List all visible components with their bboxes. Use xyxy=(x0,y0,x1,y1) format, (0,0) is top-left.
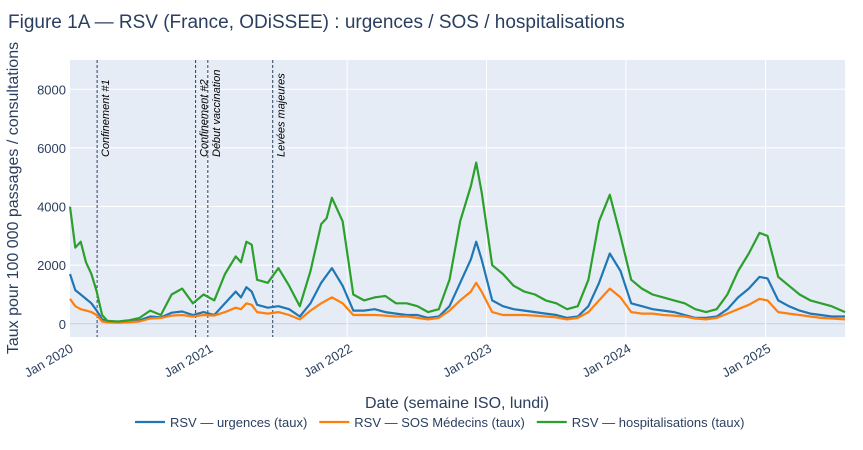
series-line xyxy=(68,240,845,324)
x-axis-title: Date (semaine ISO, lundi) xyxy=(365,395,549,412)
y-tick-label: 2000 xyxy=(37,258,66,273)
x-tick-label: Jan 2025 xyxy=(719,341,773,381)
y-axis-title: Taux pour 100 000 passages / consultatio… xyxy=(5,42,22,354)
x-tick-label: Jan 2021 xyxy=(161,341,215,381)
y-tick-label: 4000 xyxy=(37,200,66,215)
x-tick-label: Jan 2020 xyxy=(22,341,76,381)
chart-title: Figure 1A — RSV (France, ODiSSEE) : urge… xyxy=(8,12,625,33)
series-lines xyxy=(68,161,846,324)
y-tick-label: 0 xyxy=(59,317,66,332)
legend-label: RSV — SOS Médecins (taux) xyxy=(354,415,525,430)
x-tick-label: Jan 2023 xyxy=(440,341,494,381)
legend: RSV — urgences (taux) RSV — SOS Médecins … xyxy=(135,415,744,430)
grid-lines xyxy=(70,60,845,337)
x-tick-label: Jan 2024 xyxy=(580,341,634,381)
x-tick-label: Jan 2022 xyxy=(301,341,355,381)
y-axis-ticks: 0 2000 4000 6000 8000 xyxy=(37,82,66,331)
legend-label: RSV — urgences (taux) xyxy=(170,415,307,430)
event-label: Levées majeures xyxy=(276,73,288,157)
event-label: Début vaccination xyxy=(211,70,223,157)
event-label: Confinement #2 xyxy=(199,79,211,157)
y-tick-label: 8000 xyxy=(37,82,66,97)
series-line xyxy=(69,281,846,324)
series-line xyxy=(68,161,846,323)
y-tick-label: 6000 xyxy=(37,141,66,156)
legend-label: RSV — hospitalisations (taux) xyxy=(572,415,745,430)
event-label: Confinement #1 xyxy=(100,79,112,157)
x-axis-ticks: Jan 2020 Jan 2021 Jan 2022 Jan 2023 Jan 2024… xyxy=(22,341,773,381)
